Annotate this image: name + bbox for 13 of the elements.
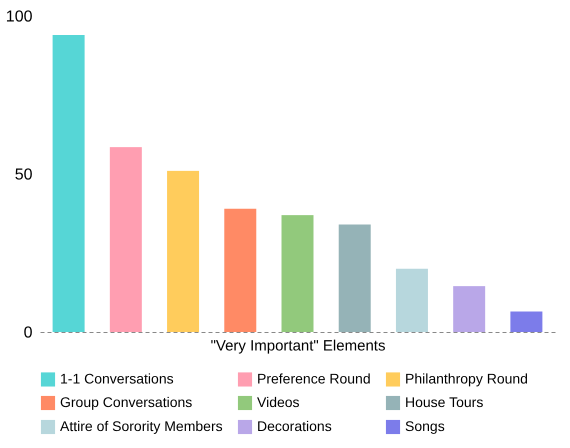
legend-label: Philanthropy Round bbox=[405, 370, 528, 386]
legend-label: House Tours bbox=[405, 394, 484, 410]
legend-label: Preference Round bbox=[257, 370, 371, 386]
legend-label: Videos bbox=[257, 394, 300, 410]
legend-label: Songs bbox=[405, 418, 445, 434]
legend-label: 1-1 Conversations bbox=[60, 370, 174, 386]
legend-label: Group Conversations bbox=[60, 394, 192, 410]
y-tick-label: 0 bbox=[24, 324, 33, 342]
y-tick-label: 100 bbox=[6, 8, 33, 26]
legend-label: Decorations bbox=[257, 418, 332, 434]
legend-label: Attire of Sorority Members bbox=[60, 418, 223, 434]
y-tick-label: 50 bbox=[14, 166, 33, 184]
x-axis-title: "Very Important" Elements bbox=[210, 338, 386, 354]
